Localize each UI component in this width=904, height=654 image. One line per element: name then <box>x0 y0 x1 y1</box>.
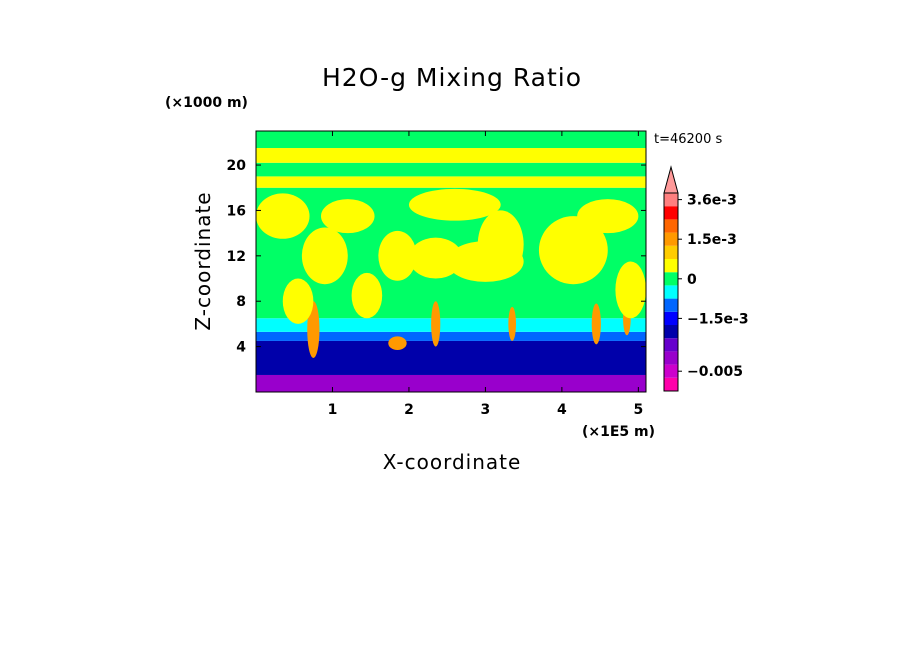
heatmap-blob-5 <box>301 227 348 285</box>
colorbar-segment-8 <box>664 272 678 286</box>
time-label: t=46200 s <box>654 132 722 147</box>
heatmap-band-0 <box>256 374 646 392</box>
y-unit-label: (×1000 m) <box>165 95 248 111</box>
plot-frame <box>255 130 647 393</box>
heatmap-blob-16 <box>282 278 314 324</box>
x-unit-label: (×1E5 m) <box>582 424 655 440</box>
colorbar-segment-2 <box>664 351 678 365</box>
heatmap-band-6 <box>256 162 646 177</box>
colorbar-segment-1 <box>664 364 678 378</box>
colorbar-segment-11 <box>664 232 678 246</box>
heatmap-blob-10 <box>307 301 320 358</box>
colorbar-label-2: 0 <box>687 272 697 288</box>
heatmap-band-3 <box>256 318 646 332</box>
y-tick-label-3: 16 <box>227 203 246 219</box>
y-axis-title: Z-coordinate <box>191 191 215 330</box>
colorbar <box>663 165 679 392</box>
colorbar-frame <box>663 192 679 392</box>
heatmap-band-2 <box>256 331 646 341</box>
heatmap-band-8 <box>256 131 646 149</box>
heatmap-blob-1 <box>408 237 463 279</box>
y-tick-label-1: 8 <box>236 294 246 310</box>
colorbar-labels: 3.6e-3 1.5e-3 0 −1.5e-3 −0.005 <box>678 193 749 380</box>
colorbar-segment-0 <box>664 377 678 391</box>
heatmap-blob-14 <box>591 303 601 345</box>
heatmap-band-1 <box>256 340 646 375</box>
y-tick-label-2: 12 <box>227 249 246 265</box>
colorbar-label-1: 1.5e-3 <box>687 232 737 248</box>
x-axis-title: X-coordinate <box>383 450 522 474</box>
heatmap-band-5 <box>256 176 646 188</box>
colorbar-label-3: −1.5e-3 <box>687 311 749 327</box>
colorbar-segment-4 <box>664 325 678 339</box>
heatmap-blob-12 <box>431 301 441 347</box>
heatmap-blobs <box>256 188 646 358</box>
heatmap-blob-8 <box>408 188 501 221</box>
heatmap-blob-4 <box>538 216 608 285</box>
y-tick-label-4: 20 <box>227 158 247 174</box>
x-tick-label-1: 2 <box>404 402 414 418</box>
heatmap-blob-17 <box>351 272 383 319</box>
x-tick-label-3: 4 <box>557 402 567 418</box>
y-axis-ticks: 4 8 12 16 20 <box>227 158 646 356</box>
colorbar-segment-13 <box>664 206 678 220</box>
colorbar-segment-12 <box>664 219 678 233</box>
heatmap-blob-3 <box>477 210 524 279</box>
heatmap-blob-13 <box>508 306 516 341</box>
x-tick-label-4: 5 <box>633 402 643 418</box>
colorbar-label-0: 3.6e-3 <box>687 193 737 209</box>
colorbar-segment-6 <box>664 298 678 312</box>
y-tick-label-0: 4 <box>236 340 246 356</box>
colorbar-top-arrow <box>663 165 679 194</box>
x-tick-label-0: 1 <box>328 402 338 418</box>
heatmap-plot-area <box>256 131 646 392</box>
heatmap-blob-6 <box>256 193 310 239</box>
chart-title: H2O-g Mixing Ratio <box>322 63 582 92</box>
colorbar-segment-14 <box>664 193 678 207</box>
colorbar-segment-5 <box>664 311 678 325</box>
x-tick-label-2: 3 <box>481 402 491 418</box>
colorbar-label-4: −0.005 <box>687 364 743 380</box>
heatmap-band-7 <box>256 148 646 163</box>
heatmap-blob-11 <box>388 336 407 351</box>
x-axis-ticks: 1 2 3 4 5 <box>328 131 643 418</box>
colorbar-segment-3 <box>664 338 678 352</box>
colorbar-segment-10 <box>664 245 678 259</box>
heatmap-blob-7 <box>321 199 375 234</box>
colorbar-segment-7 <box>664 285 678 299</box>
heatmap-blob-18 <box>615 261 646 319</box>
colorbar-segment-9 <box>664 259 678 273</box>
heatmap-blob-0 <box>378 230 417 281</box>
heatmap-blob-9 <box>577 199 639 234</box>
